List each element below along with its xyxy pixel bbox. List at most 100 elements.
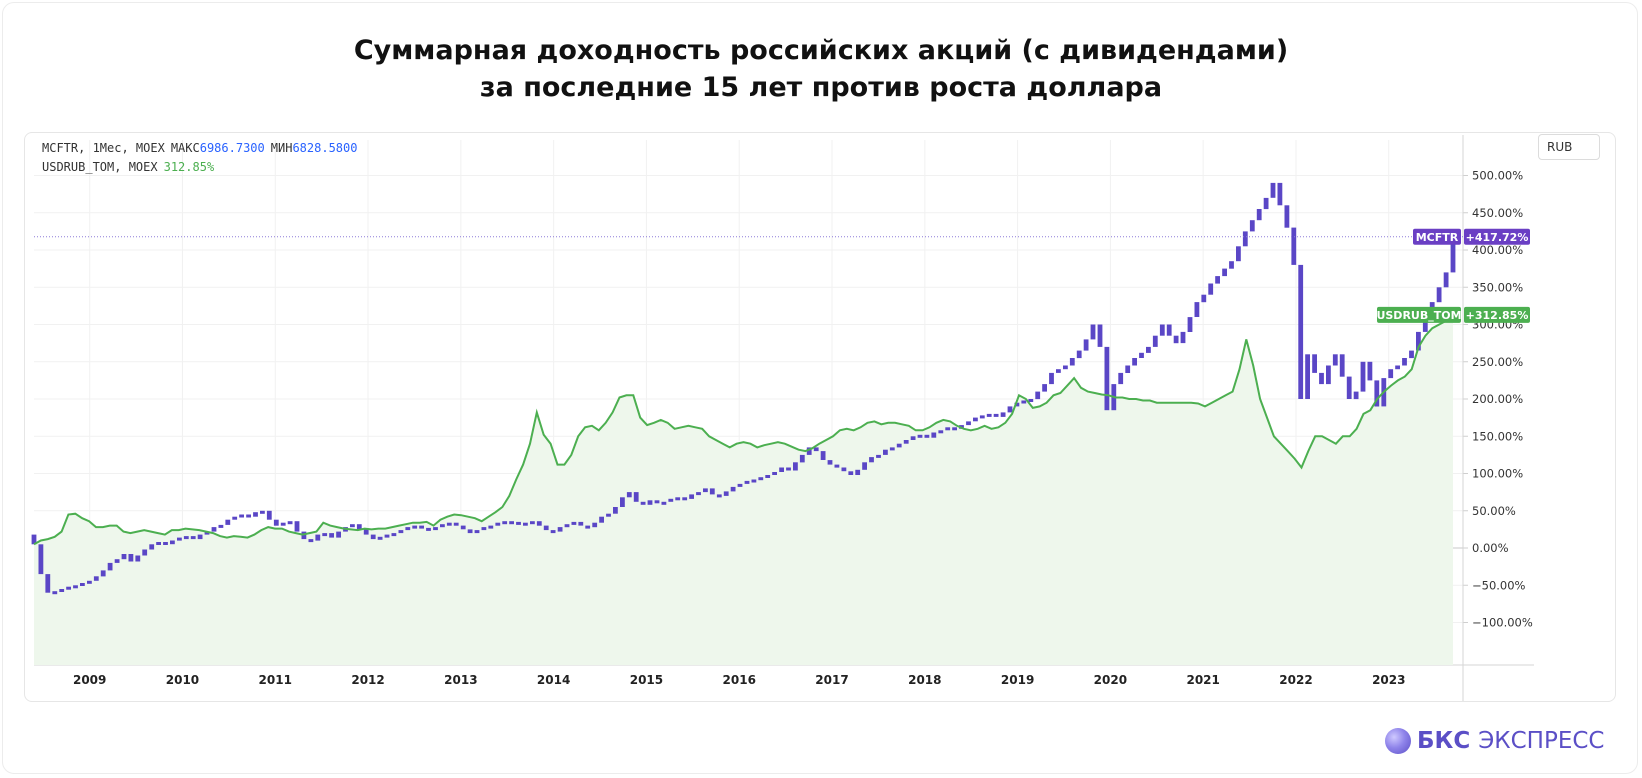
mcftr-candle <box>73 585 78 589</box>
mcftr-candle <box>779 467 784 472</box>
y-tick-label: −50.00% <box>1472 578 1526 592</box>
mcftr-candle <box>294 521 300 532</box>
mcftr-candle <box>855 469 861 475</box>
x-tick-label: 2014 <box>537 673 570 687</box>
mcftr-candle <box>1388 369 1394 379</box>
mcftr-candle <box>1152 335 1158 347</box>
x-tick-label: 2023 <box>1372 673 1405 687</box>
mcftr-candle <box>38 544 44 575</box>
mcftr-candle <box>509 521 514 525</box>
mcftr-candle <box>1236 246 1241 262</box>
mcftr-candle <box>550 530 556 534</box>
mcftr-candle <box>128 554 134 562</box>
mcftr-candle <box>1215 276 1220 284</box>
mcftr-candle <box>1194 302 1200 317</box>
mcftr-candle <box>1312 354 1317 373</box>
mcftr-candle <box>557 527 563 532</box>
y-tick-label: 150.00% <box>1472 429 1523 443</box>
mcftr-candle <box>813 447 819 452</box>
mcftr-candle <box>1395 365 1400 370</box>
mcftr-candle <box>336 531 341 538</box>
mcftr-candle <box>1035 391 1041 400</box>
mcftr-candle <box>751 479 757 483</box>
y-tick-label: 500.00% <box>1472 169 1523 183</box>
mcftr-candle <box>308 539 314 543</box>
usd-area-fill <box>34 314 1453 665</box>
mcftr-candle <box>1402 358 1407 366</box>
mcftr-candle <box>356 524 362 530</box>
mcftr-candle <box>640 501 646 505</box>
mcftr-candle <box>1173 335 1179 344</box>
mcftr-candle <box>820 451 826 460</box>
currency-button[interactable]: RUB <box>1538 134 1600 160</box>
y-tick-label: 200.00% <box>1472 392 1523 406</box>
mcftr-candle <box>253 512 258 517</box>
mcftr-candle <box>1353 391 1359 400</box>
mcftr-candle <box>613 507 618 514</box>
mcftr-candle <box>654 500 660 504</box>
mcftr-candle <box>620 497 625 507</box>
mcftr-candle <box>931 432 937 438</box>
mcftr-candle <box>1360 361 1366 392</box>
mcftr-candle <box>446 522 452 526</box>
mcftr-candle <box>66 586 71 590</box>
mcftr-candle <box>799 454 805 463</box>
y-tick-label: 0.00% <box>1472 541 1509 555</box>
mcftr-candle <box>952 427 957 431</box>
legend-usd-row: USDRUB_TOM, MOEX 312.85% <box>42 158 357 177</box>
mcftr-candle <box>149 544 155 550</box>
mcftr-candle <box>1132 358 1137 366</box>
x-tick-label: 2021 <box>1186 673 1219 687</box>
mcftr-candle <box>31 534 37 545</box>
legend-mcftr-label: MCFTR, 1Мес, MOEX <box>42 141 165 155</box>
mcftr-candle <box>280 522 286 526</box>
mcftr-candle <box>903 440 909 444</box>
mcftr-candle <box>474 530 480 534</box>
mcftr-candle <box>287 521 293 525</box>
mcftr-candle <box>246 514 251 518</box>
mcftr-candle <box>758 477 764 481</box>
mcftr-candle <box>1056 369 1061 373</box>
mcftr-candle <box>1284 205 1290 228</box>
x-tick-label: 2017 <box>815 673 848 687</box>
y-tick-label: 50.00% <box>1472 504 1516 518</box>
mcftr-candle <box>197 534 203 540</box>
mcftr-candle <box>571 521 577 525</box>
y-tick-label: 250.00% <box>1472 355 1523 369</box>
mcftr-candle <box>626 492 632 498</box>
mcftr-candle <box>80 583 85 586</box>
mcftr-candle <box>1332 354 1338 366</box>
x-tick-label: 2020 <box>1094 673 1127 687</box>
mcftr-candle <box>1339 354 1345 377</box>
mcftr-candle <box>1346 376 1352 399</box>
x-tick-label: 2012 <box>351 673 384 687</box>
series-name-tag <box>1377 306 1461 323</box>
mcftr-candle <box>585 525 591 529</box>
mcftr-candle <box>709 488 715 495</box>
mcftr-candle <box>93 576 99 581</box>
mcftr-candle <box>578 521 584 526</box>
series-value-tag <box>1464 228 1530 245</box>
mcftr-candle <box>786 467 791 471</box>
mcftr-candle <box>1069 358 1075 366</box>
mcftr-candle <box>723 491 729 496</box>
mcftr-candle <box>1007 406 1013 413</box>
mcftr-candle <box>1090 324 1096 340</box>
x-tick-label: 2013 <box>444 673 477 687</box>
mcftr-candle <box>1076 350 1082 359</box>
mcftr-candle <box>827 460 833 465</box>
mcftr-candle <box>1180 331 1186 344</box>
logo-text-express: ЭКСПРЕСС <box>1478 728 1605 754</box>
mcftr-candle <box>329 533 334 538</box>
mcftr-candle <box>516 521 521 525</box>
series-value-tag <box>1464 306 1530 323</box>
legend-mcftr-row: MCFTR, 1Мес, MOEX МАКС6986.7300 МИН6828.58… <box>42 139 357 158</box>
mcftr-candle <box>211 527 217 532</box>
mcftr-candle <box>1270 182 1276 198</box>
title-line-1: Суммарная доходность российских акций (с… <box>353 35 1289 66</box>
mcftr-candle <box>896 443 902 448</box>
series-value-tag-label: +312.85% <box>1466 309 1529 322</box>
logo-text-bks: БКС <box>1417 728 1471 754</box>
mcftr-candle <box>647 500 653 505</box>
